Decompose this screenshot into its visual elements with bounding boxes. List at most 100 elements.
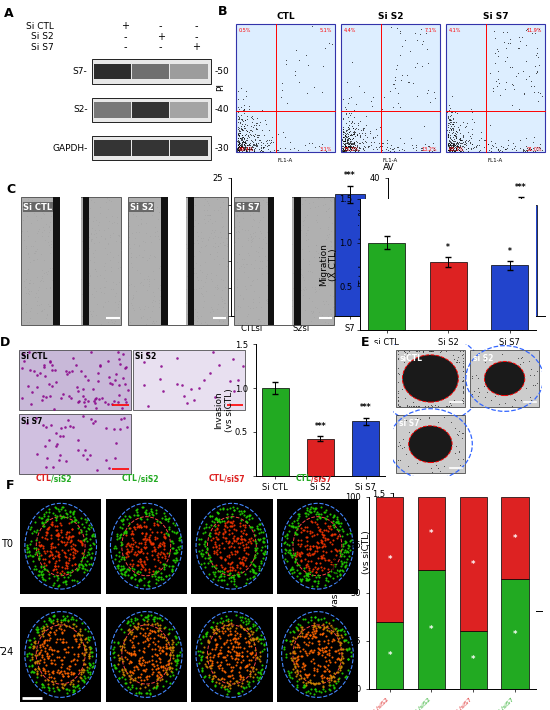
Point <box>456 0 465 11</box>
Bar <box>170 64 208 80</box>
Bar <box>132 102 169 118</box>
Bar <box>188 197 194 324</box>
Point <box>362 23 371 34</box>
Text: -: - <box>159 43 162 53</box>
Point <box>427 60 436 72</box>
Point <box>458 0 466 10</box>
Point <box>311 56 320 67</box>
Point <box>519 0 527 5</box>
Point <box>224 60 233 71</box>
Text: A: A <box>4 7 14 21</box>
Text: Si CTL: Si CTL <box>26 22 54 31</box>
Text: ***: *** <box>360 403 371 413</box>
Text: GAPDH-: GAPDH- <box>52 143 87 153</box>
Point <box>381 23 390 34</box>
Bar <box>161 197 168 324</box>
Bar <box>491 266 528 330</box>
Text: FL1-A: FL1-A <box>383 158 398 163</box>
Bar <box>94 64 131 80</box>
Text: /siS7: /siS7 <box>224 474 245 484</box>
Text: 4.4%: 4.4% <box>344 28 356 33</box>
Text: -50: -50 <box>215 67 230 76</box>
Text: ***: *** <box>315 422 326 431</box>
Point <box>462 327 471 338</box>
Point <box>532 203 541 214</box>
Text: -40: -40 <box>215 105 230 114</box>
Ellipse shape <box>409 426 452 463</box>
Text: *: * <box>387 555 392 564</box>
Text: 63.1%: 63.1% <box>449 147 464 152</box>
Text: /siS2: /siS2 <box>51 474 72 484</box>
Point <box>288 185 296 196</box>
Y-axis label: Total apoptosis %: Total apoptosis % <box>359 207 368 286</box>
Bar <box>418 570 445 689</box>
Text: AV: AV <box>383 163 395 172</box>
Text: PI: PI <box>216 83 225 91</box>
Text: *: * <box>513 630 518 638</box>
Point <box>529 5 537 16</box>
Bar <box>94 141 131 156</box>
Point <box>410 68 419 80</box>
Bar <box>170 141 208 156</box>
Text: Si S2: Si S2 <box>130 203 153 212</box>
Bar <box>274 197 292 324</box>
Point <box>527 125 536 136</box>
Bar <box>395 274 428 316</box>
Bar <box>170 102 208 118</box>
Bar <box>400 532 431 611</box>
Text: ***: *** <box>295 212 307 222</box>
Text: -30: -30 <box>215 143 230 153</box>
Point <box>449 115 458 126</box>
Point <box>386 133 395 144</box>
Text: F: F <box>6 479 15 492</box>
Point <box>520 1 529 13</box>
Text: 75.3%: 75.3% <box>344 147 359 152</box>
Point <box>273 180 282 192</box>
Bar <box>53 197 60 324</box>
Text: -: - <box>123 32 127 42</box>
Text: T0: T0 <box>1 539 13 549</box>
Text: Si CTL: Si CTL <box>21 352 48 361</box>
Bar <box>307 439 334 476</box>
Text: -: - <box>159 21 162 31</box>
Point <box>443 0 452 9</box>
Text: CTL: CTL <box>208 474 224 484</box>
Point <box>501 0 510 4</box>
Bar <box>376 497 403 622</box>
Point <box>405 80 414 91</box>
Text: 0.5%: 0.5% <box>239 28 251 33</box>
Bar <box>502 497 529 579</box>
Point <box>521 216 530 227</box>
Text: /siS2: /siS2 <box>138 474 158 484</box>
Point <box>490 0 498 4</box>
Point <box>296 148 305 159</box>
Text: *: * <box>513 534 518 542</box>
Text: *: * <box>387 650 392 660</box>
Point <box>265 21 274 32</box>
Point <box>546 152 550 163</box>
Y-axis label: Migration
(X CTL): Migration (X CTL) <box>318 243 338 286</box>
Point <box>485 0 494 10</box>
Text: 7.1%: 7.1% <box>425 28 437 33</box>
Point <box>509 261 518 272</box>
Text: CTL: CTL <box>122 474 138 484</box>
Text: C: C <box>7 183 16 197</box>
Point <box>300 80 309 92</box>
Point <box>395 18 404 30</box>
Text: S7-: S7- <box>73 67 87 76</box>
Bar <box>267 197 274 324</box>
Text: ***: *** <box>515 183 527 192</box>
Point <box>467 0 476 4</box>
Point <box>490 138 499 150</box>
Text: /siS7: /siS7 <box>311 474 332 484</box>
Bar <box>502 579 529 689</box>
Y-axis label: Invasion
(vs siCTL): Invasion (vs siCTL) <box>214 388 234 432</box>
Point <box>459 0 468 6</box>
Bar <box>92 98 211 122</box>
Point <box>453 0 462 6</box>
Bar <box>430 262 467 330</box>
Text: 3.1%: 3.1% <box>320 147 332 152</box>
Point <box>512 262 520 273</box>
Point <box>363 0 372 1</box>
Point <box>547 0 550 2</box>
